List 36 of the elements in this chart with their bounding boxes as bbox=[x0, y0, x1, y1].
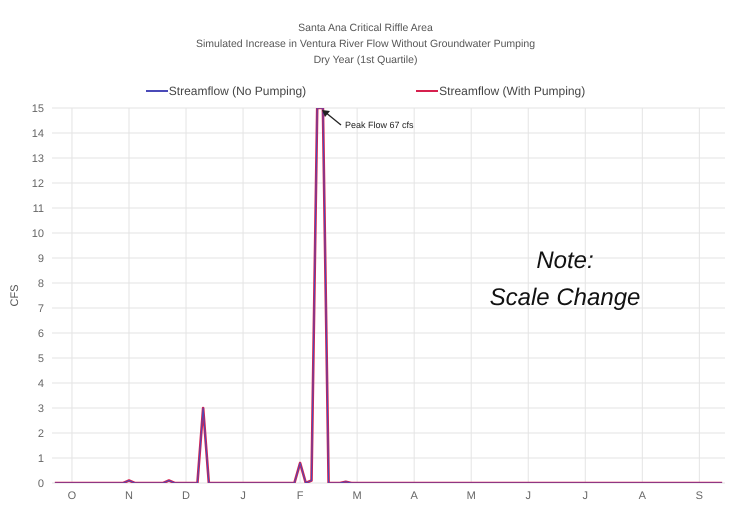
y-tick-label: 15 bbox=[32, 102, 44, 115]
x-tick-label: A bbox=[638, 490, 647, 502]
chart-subtitle: Simulated Increase in Ventura River Flow Without Groundwater Pumping Dry Year (1st Quartile) bbox=[194, 37, 536, 68]
x-tick-label: A bbox=[410, 490, 418, 502]
line-series bbox=[54, 108, 723, 483]
annotation: Peak Flow 67 cfs bbox=[345, 120, 414, 130]
y-tick-label: 2 bbox=[38, 428, 44, 440]
legend-label: Streamflow (With Pumping) bbox=[439, 84, 586, 98]
x-tick-label: N bbox=[125, 490, 134, 502]
y-tick-label: 10 bbox=[32, 228, 44, 240]
y-tick-label: 7 bbox=[38, 302, 44, 315]
legend-label: Streamflow (No Pumping) bbox=[168, 84, 306, 98]
x-tick-label: D bbox=[182, 490, 190, 502]
y-axis-title: CFS bbox=[8, 284, 21, 306]
y-tick-label: 12 bbox=[32, 178, 44, 190]
annotation: Note: Scale Change bbox=[488, 246, 642, 313]
y-tick-label: 14 bbox=[32, 128, 44, 140]
x-tick-label: S bbox=[696, 490, 704, 502]
y-tick-label: 0 bbox=[38, 478, 44, 490]
y-tick-label: 9 bbox=[38, 252, 44, 265]
y-tick-label: 13 bbox=[32, 152, 44, 165]
y-tick-label: 1 bbox=[38, 452, 44, 465]
x-tick-label: M bbox=[352, 490, 362, 502]
x-tick-label: F bbox=[296, 490, 304, 502]
y-tick-label: 3 bbox=[38, 402, 44, 415]
x-tick-label: J bbox=[240, 490, 246, 502]
y-tick-label: 11 bbox=[32, 202, 44, 215]
y-tick-label: 8 bbox=[38, 278, 44, 290]
x-tick-label: J bbox=[525, 490, 531, 502]
y-tick-label: 4 bbox=[38, 378, 44, 390]
chart-title: Santa Ana Critical Riffle Area bbox=[297, 21, 434, 36]
x-tick-label: O bbox=[68, 490, 77, 502]
x-tick-label: J bbox=[582, 490, 588, 502]
y-tick-label: 5 bbox=[38, 352, 44, 365]
y-tick-label: 6 bbox=[38, 328, 44, 340]
x-tick-label: M bbox=[466, 490, 476, 502]
